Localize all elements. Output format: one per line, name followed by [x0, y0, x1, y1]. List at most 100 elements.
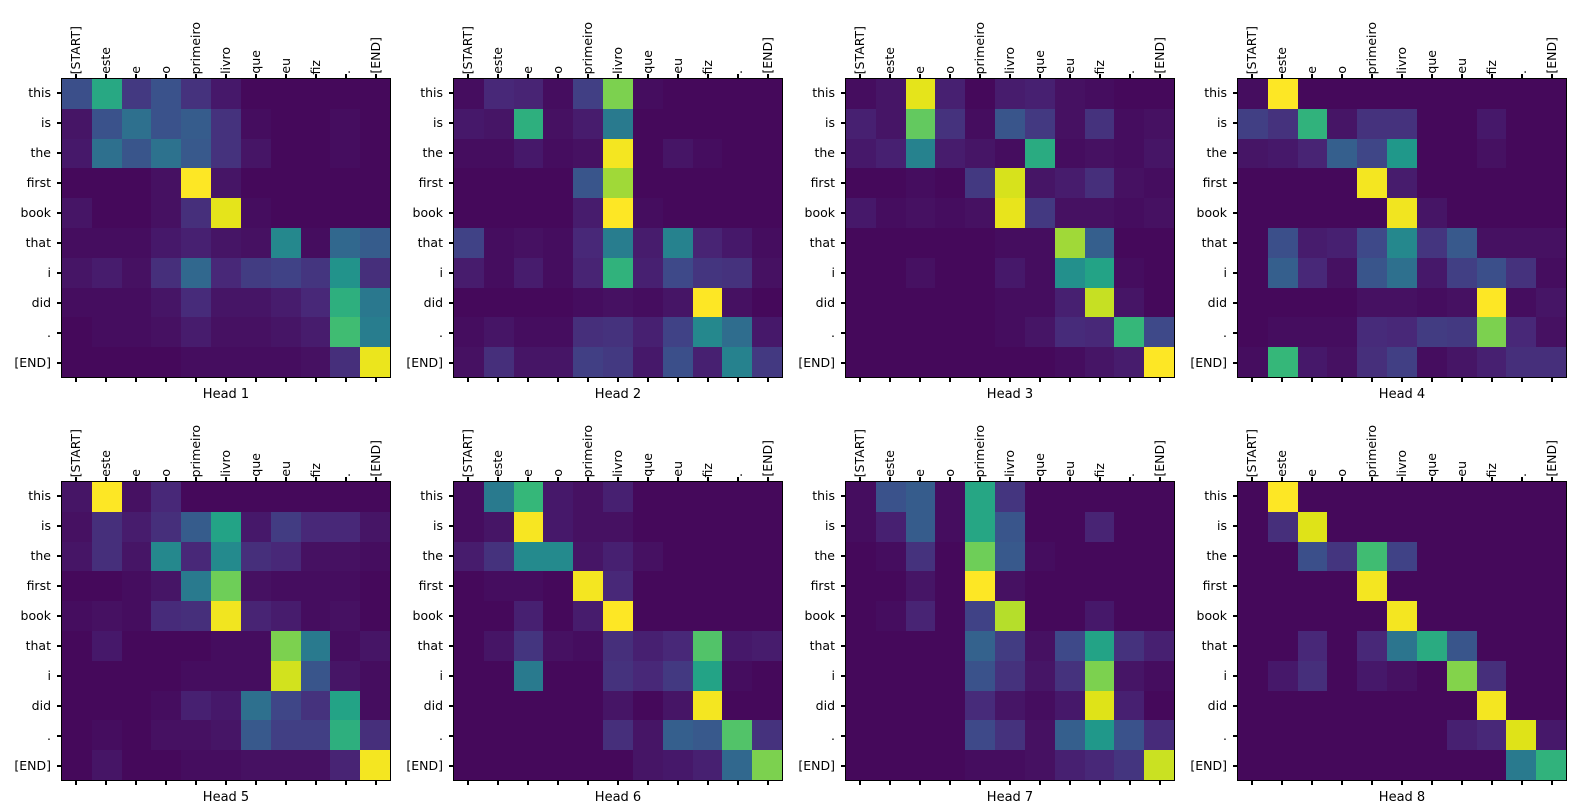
- heatmap-cell: [240, 720, 271, 751]
- heatmap-cell: [270, 138, 301, 169]
- heatmap-cell: [1506, 138, 1537, 169]
- heatmap-cell: [1238, 660, 1268, 691]
- heatmap-cell: [1238, 482, 1268, 512]
- heatmap-cell: [905, 287, 936, 318]
- heatmap-cell: [1024, 108, 1055, 139]
- tick-mark: [1401, 781, 1403, 785]
- heatmap-cell: [752, 720, 782, 751]
- heatmap-cell: [1357, 750, 1388, 780]
- attention-heatmap-head-7: [845, 481, 1175, 781]
- heatmap-cell: [1297, 601, 1328, 631]
- heatmap-cell: [270, 750, 301, 780]
- heatmap-cell: [1506, 347, 1537, 377]
- heatmap-cell: [330, 660, 361, 691]
- x-tick-label: [END]: [760, 440, 776, 477]
- x-tick-label: que: [248, 453, 264, 477]
- heatmap-cell: [1114, 198, 1145, 228]
- heatmap-cell: [965, 347, 996, 377]
- heatmap-cell: [330, 257, 361, 288]
- x-tick-label-cell: primeiro: [573, 2, 603, 74]
- tick-mark: [225, 781, 227, 785]
- heatmap-cell: [513, 108, 544, 139]
- heatmap-cell: [1357, 168, 1388, 199]
- x-tick-label: [START]: [852, 25, 868, 74]
- heatmap-cell: [1357, 571, 1388, 602]
- subplot-title: Head 6: [594, 790, 642, 805]
- x-tick-label: fiz: [1484, 462, 1500, 477]
- heatmap-cell: [1476, 79, 1507, 109]
- heatmap-cell: [1114, 601, 1145, 631]
- heatmap-cell: [483, 287, 514, 318]
- y-tick-label: that: [417, 638, 443, 653]
- heatmap-cell: [1238, 287, 1268, 318]
- tick-mark: [841, 362, 845, 364]
- heatmap-cell: [1238, 690, 1268, 721]
- heatmap-cell: [1267, 347, 1298, 377]
- heatmap-cell: [330, 482, 361, 512]
- heatmap-cell: [1506, 317, 1537, 348]
- heatmap-cell: [513, 317, 544, 348]
- heatmap-cell: [270, 317, 301, 348]
- heatmap-cell: [603, 317, 633, 348]
- heatmap-cell: [62, 287, 92, 318]
- heatmap-cell: [722, 138, 753, 169]
- heatmap-cell: [181, 571, 212, 602]
- heatmap-cell: [330, 690, 361, 721]
- heatmap-cell: [1144, 541, 1174, 572]
- heatmap-cell: [181, 482, 212, 512]
- heatmap-cell: [1238, 750, 1268, 780]
- tick-mark: [449, 272, 453, 274]
- heatmap-cell: [662, 690, 693, 721]
- heatmap-cell: [240, 168, 271, 199]
- heatmap-cell: [662, 168, 693, 199]
- x-tick-label: fiz: [308, 462, 324, 477]
- heatmap-cell: [995, 198, 1025, 228]
- heatmap-cell: [875, 482, 906, 512]
- heatmap-cell: [360, 720, 390, 751]
- heatmap-cell: [121, 630, 152, 661]
- heatmap-cell: [846, 287, 876, 318]
- x-tick-label: o: [158, 469, 174, 477]
- x-ticks-bottom: [61, 378, 391, 382]
- heatmap-cell: [300, 347, 331, 377]
- x-tick-label-cell: e: [513, 2, 543, 74]
- heatmap-cell: [121, 138, 152, 169]
- y-tick-label: .: [47, 728, 51, 743]
- heatmap-cell: [151, 630, 182, 661]
- heatmap-cell: [1416, 511, 1447, 542]
- heatmap-cell: [1024, 79, 1055, 109]
- attention-heatmap-head-8: [1237, 481, 1567, 781]
- x-tick-label-cell: [START]: [453, 405, 483, 477]
- y-tick-label: this: [28, 85, 51, 100]
- tick-mark: [1341, 477, 1343, 481]
- tick-mark: [1233, 585, 1237, 587]
- heatmap-cell: [722, 287, 753, 318]
- heatmap-cell: [935, 227, 966, 258]
- heatmap-cell: [752, 347, 782, 377]
- heatmap-cell: [1297, 287, 1328, 318]
- tick-mark: [1233, 765, 1237, 767]
- heatmap-cell: [875, 108, 906, 139]
- heatmap-cell: [1357, 720, 1388, 751]
- x-tick-label: o: [942, 66, 958, 74]
- heatmap-cell: [603, 511, 633, 542]
- heatmap-cell: [91, 108, 122, 139]
- y-tick-label: book: [412, 608, 443, 623]
- heatmap-cell: [935, 79, 966, 109]
- tick-mark: [1233, 212, 1237, 214]
- heatmap-cell: [632, 720, 663, 751]
- y-tick-label: .: [831, 325, 835, 340]
- heatmap-cell: [330, 108, 361, 139]
- x-ticks-top: [845, 74, 1175, 78]
- x-tick-label-cell: livro: [603, 2, 633, 74]
- heatmap-cell: [360, 287, 390, 318]
- y-tick-label: the: [814, 548, 835, 563]
- x-tick-label-cell: eu: [1055, 405, 1085, 477]
- y-tick-label: book: [20, 608, 51, 623]
- x-tick-label-cell: .: [723, 405, 753, 477]
- tick-mark: [949, 378, 951, 382]
- heatmap-cell: [1114, 690, 1145, 721]
- heatmap-cell: [752, 750, 782, 780]
- heatmap-cell: [121, 79, 152, 109]
- heatmap-cell: [1024, 482, 1055, 512]
